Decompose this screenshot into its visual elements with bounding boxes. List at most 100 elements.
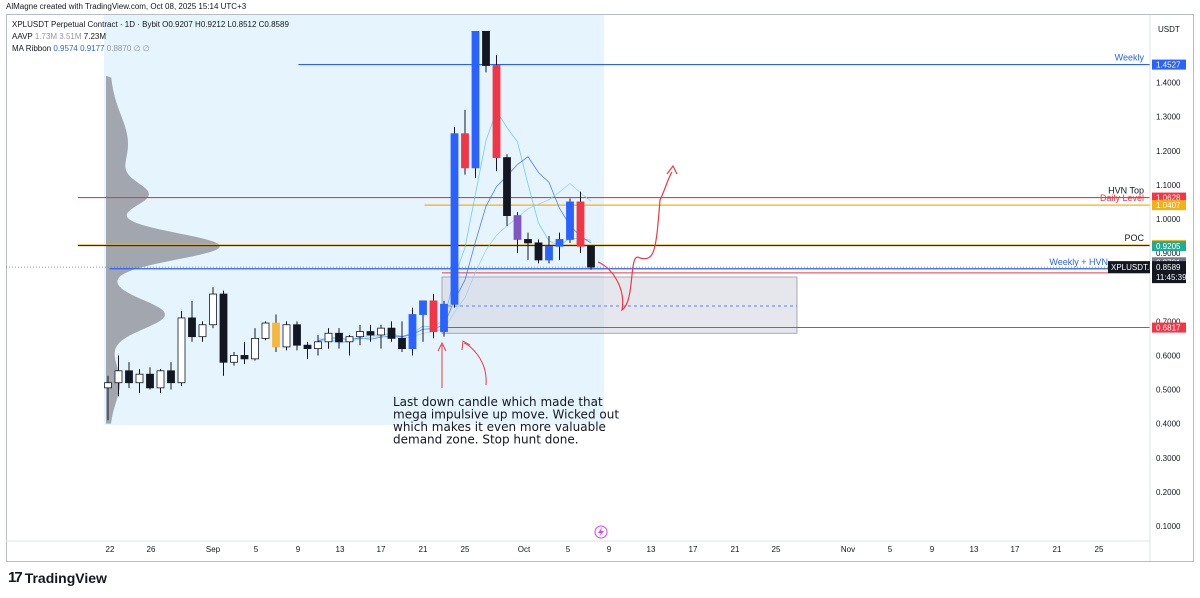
candle-body — [524, 239, 532, 244]
price-tick-label: 0.1000 — [1156, 522, 1181, 531]
annotation-arrow — [461, 340, 487, 386]
price-tick-label: 1.1000 — [1156, 181, 1181, 190]
price-tick-label: 0.4000 — [1156, 420, 1181, 429]
candle-body — [429, 300, 438, 332]
price-tag: 0.6817 — [1156, 324, 1181, 333]
price-tag-bg — [1152, 200, 1186, 211]
time-tick-label: Oct — [518, 545, 531, 554]
candle-body — [198, 324, 207, 338]
candle-body — [272, 322, 280, 348]
candle-body — [167, 370, 175, 384]
ma-ribbon-values: 0.9574 0.9177 — [53, 44, 105, 53]
time-tick-label: 21 — [1053, 545, 1062, 554]
annotation-text: Last down candle which made that — [393, 395, 603, 409]
candle-body — [188, 317, 196, 338]
time-tick-label: 13 — [647, 545, 656, 554]
candle-body — [356, 331, 364, 338]
level-label: Weekly — [1115, 53, 1145, 63]
candle-body — [293, 324, 301, 346]
aavp-legend[interactable]: AAVP 1.73M 3.51M 7.23M — [12, 32, 106, 41]
aavp-total: 7.23M — [83, 32, 107, 41]
price-tick-label: 0.3000 — [1156, 454, 1181, 463]
countdown-timer: 11:45:39 — [1156, 273, 1187, 282]
candle-body — [419, 300, 427, 315]
time-tick-label: 13 — [336, 545, 345, 554]
price-tick-label: 0.2000 — [1156, 488, 1181, 497]
last-price-value: 0.8589 — [1156, 263, 1181, 272]
ma-ribbon-label: MA Ribbon — [12, 44, 52, 53]
candle-body — [513, 215, 522, 240]
candle-body — [303, 344, 312, 350]
candle-body — [282, 324, 291, 348]
candle-body — [135, 373, 144, 384]
candle-body — [408, 314, 417, 350]
candle-body — [230, 355, 238, 363]
price-tag: 1.0407 — [1156, 201, 1181, 210]
candle-body — [114, 370, 123, 384]
price-tag-bg — [1152, 322, 1186, 333]
candle-body — [366, 331, 375, 336]
candle-body — [251, 337, 259, 360]
tradingview-logo-icon: 17 — [8, 569, 23, 586]
lightning-icon — [598, 527, 604, 537]
time-tick-label: 25 — [461, 545, 470, 554]
ma-ribbon-values-dim: 0.8870 ∅ ∅ — [106, 44, 150, 53]
candle-body — [104, 382, 112, 389]
price-tag-bg — [1152, 241, 1186, 252]
price-tick-label: 1.2000 — [1156, 147, 1181, 156]
brand-name: TradingView — [24, 569, 107, 586]
candle-body — [335, 332, 343, 343]
candle-body — [534, 242, 543, 261]
candle-body — [566, 201, 574, 240]
candle-body — [219, 293, 228, 363]
candle-body — [324, 332, 333, 343]
time-tick-label: 17 — [1011, 545, 1020, 554]
price-tag: 1.0628 — [1156, 194, 1181, 203]
time-tick-label: 9 — [930, 545, 935, 554]
symbol-tag-bg — [1108, 261, 1150, 274]
price-tag-bg — [1152, 59, 1186, 70]
attribution: AlMagne created with TradingView.com, Oc… — [6, 2, 247, 11]
aavp-values: 1.73M 3.51M — [34, 32, 82, 41]
time-tick-label: 22 — [106, 545, 115, 554]
annotation-text: mega impulsive up move. Wicked out — [393, 408, 619, 422]
symbol-legend[interactable]: XPLUSDT Perpetual Contract · 1D · Bybit … — [12, 20, 289, 29]
time-tick-label: 21 — [731, 545, 740, 554]
candle-body — [440, 303, 448, 332]
candle-body — [345, 336, 354, 343]
price-tick-label: 1.3000 — [1156, 113, 1181, 122]
annotation-text: demand zone. Stop hunt done. — [393, 433, 579, 447]
time-tick-label: 9 — [607, 545, 612, 554]
price-tick-label: 0.6000 — [1156, 351, 1181, 360]
price-tick-label: 0.9000 — [1156, 249, 1181, 258]
level-label: HVN Top — [1108, 186, 1144, 196]
symbol-tag: XPLUSDT.P — [1111, 263, 1155, 272]
projection-arrow — [597, 164, 678, 312]
candle-body — [261, 322, 270, 339]
candle-body — [450, 133, 459, 305]
tradingview-brand: 17 TradingView — [8, 569, 107, 586]
annotation-arrow — [437, 341, 447, 388]
candle-body — [471, 30, 480, 169]
candle-body — [398, 337, 406, 350]
annotation-text: which makes it even more valuable — [393, 420, 606, 434]
volume-profile — [106, 75, 220, 424]
candle-body — [387, 327, 396, 339]
price-axis-label: USDT — [1158, 25, 1180, 34]
candle-body — [461, 133, 469, 169]
candle-body — [545, 245, 553, 261]
ma-ribbon-legend[interactable]: MA Ribbon 0.9574 0.9177 0.8870 ∅ ∅ — [12, 44, 150, 53]
price-tag-bg — [1152, 316, 1186, 327]
price-tag: 0.7000 — [1156, 317, 1181, 326]
candle-body — [125, 370, 133, 384]
time-tick-label: 5 — [254, 545, 259, 554]
candle-body — [576, 201, 585, 247]
candle-body — [314, 341, 322, 350]
time-tick-label: 25 — [1095, 545, 1104, 554]
time-tick-label: 17 — [689, 545, 698, 554]
time-tick-label: 21 — [419, 545, 428, 554]
candle-body — [377, 327, 385, 336]
time-tick-label: 5 — [566, 545, 571, 554]
time-tick-label: 26 — [147, 545, 156, 554]
